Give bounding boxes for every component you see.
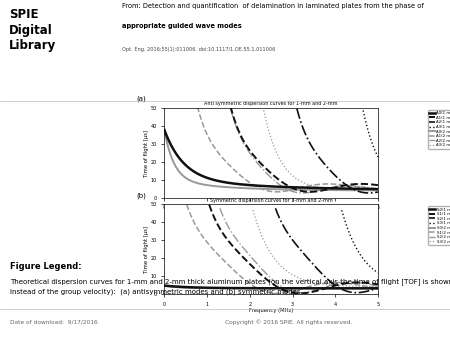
Text: Opt. Eng. 2016;55(1):011006. doi:10.1117/1.OE.55.1.011006: Opt. Eng. 2016;55(1):011006. doi:10.1117… [122,47,275,52]
Title: Symmetric dispersion curves for 1-mm and 2-mm: Symmetric dispersion curves for 1-mm and… [210,198,333,203]
Text: Copyright © 2016 SPIE. All rights reserved.: Copyright © 2016 SPIE. All rights reserv… [225,319,352,325]
X-axis label: Frequency (MHz): Frequency (MHz) [249,308,293,313]
Text: (a): (a) [136,96,146,102]
Text: SPIE
Digital
Library: SPIE Digital Library [9,8,56,52]
Legend: A0(1 mm), A1(1 mm), A2(1 mm), A3(1 mm), A0(2 mm), A1(2 mm), A2(2 mm), A3(2 mm): A0(1 mm), A1(1 mm), A2(1 mm), A3(1 mm), … [428,110,450,148]
Text: From: Detection and quantification  of delamination in laminated plates from the: From: Detection and quantification of de… [122,3,423,9]
Title: Anti symmetric dispersion curves for 1-mm and 2-mm: Anti symmetric dispersion curves for 1-m… [204,101,338,106]
Text: Figure Legend:: Figure Legend: [10,262,81,271]
Y-axis label: Time of flight [µs]: Time of flight [µs] [144,226,149,273]
X-axis label: Frequency (MHz): Frequency (MHz) [249,212,293,217]
Text: Date of download:  9/17/2016: Date of download: 9/17/2016 [10,320,98,325]
Text: (b): (b) [136,192,146,199]
Y-axis label: Time of flight [µs]: Time of flight [µs] [144,129,149,176]
Text: Theoretical dispersion curves for 1-mm and 2-mm thick aluminum plates (on the ve: Theoretical dispersion curves for 1-mm a… [10,279,450,295]
Text: appropriate guided wave modes: appropriate guided wave modes [122,23,241,29]
Legend: S0(1 mm), S1(1 mm), S2(1 mm), S3(1 mm), S0(2 mm), S1(2 mm), S2(2 mm), S3(2 mm): S0(1 mm), S1(1 mm), S2(1 mm), S3(1 mm), … [428,207,450,245]
